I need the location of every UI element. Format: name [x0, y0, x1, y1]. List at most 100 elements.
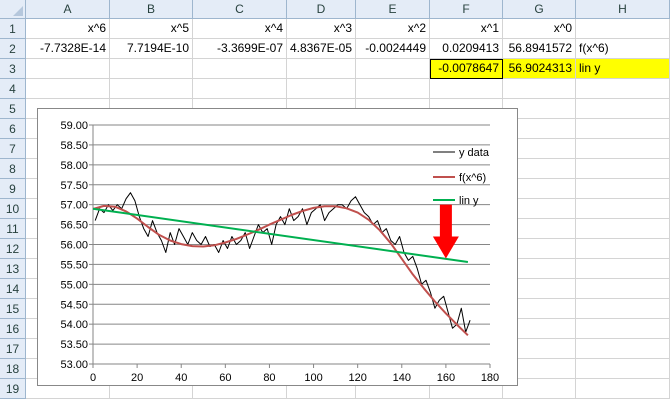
cell-g19[interactable] — [503, 379, 576, 399]
cell-a1[interactable]: x^6 — [26, 19, 110, 39]
row-header-8[interactable]: 8 — [0, 159, 26, 179]
column-header-a[interactable]: A — [26, 0, 110, 19]
cell-h6[interactable] — [576, 119, 670, 139]
cell-g14[interactable] — [503, 279, 576, 299]
cell-e1[interactable]: x^2 — [356, 19, 430, 39]
cell-b19[interactable] — [110, 379, 193, 399]
cell-b3[interactable] — [110, 59, 193, 79]
cell-h9[interactable] — [576, 179, 670, 199]
cell-g9[interactable] — [503, 179, 576, 199]
row-header-2[interactable]: 2 — [0, 39, 26, 59]
cell-g7[interactable] — [503, 139, 576, 159]
column-header-e[interactable]: E — [356, 0, 430, 19]
cell-g4[interactable] — [503, 79, 576, 99]
cell-h15[interactable] — [576, 299, 670, 319]
cell-a2[interactable]: -7.7328E-14 — [26, 39, 110, 59]
row-header-15[interactable]: 15 — [0, 299, 26, 319]
cell-d4[interactable] — [287, 79, 356, 99]
cell-d1[interactable]: x^3 — [287, 19, 356, 39]
cell-g12[interactable] — [503, 239, 576, 259]
cell-g18[interactable] — [503, 359, 576, 379]
cell-h17[interactable] — [576, 339, 670, 359]
row-header-16[interactable]: 16 — [0, 319, 26, 339]
row-header-18[interactable]: 18 — [0, 359, 26, 379]
cell-h11[interactable] — [576, 219, 670, 239]
row-header-4[interactable]: 4 — [0, 79, 26, 99]
cell-c1[interactable]: x^4 — [193, 19, 287, 39]
row-header-17[interactable]: 17 — [0, 339, 26, 359]
cell-d19[interactable] — [287, 379, 356, 399]
cell-f3[interactable]: -0.0078647 — [430, 59, 503, 79]
cell-d3[interactable] — [287, 59, 356, 79]
cell-f4[interactable] — [430, 79, 503, 99]
row-header-11[interactable]: 11 — [0, 219, 26, 239]
cell-c4[interactable] — [193, 79, 287, 99]
cell-h3[interactable]: lin y — [576, 59, 670, 79]
cell-e19[interactable] — [356, 379, 430, 399]
cell-h7[interactable] — [576, 139, 670, 159]
chart-area[interactable]: 53.00 53.50 54.00 54.50 55.00 55.50 56.00 56.50… — [37, 108, 518, 386]
cell-f2[interactable]: 0.0209413 — [430, 39, 503, 59]
cell-h16[interactable] — [576, 319, 670, 339]
cell-b2[interactable]: 7.7194E-10 — [110, 39, 193, 59]
row-header-9[interactable]: 9 — [0, 179, 26, 199]
cell-g6[interactable] — [503, 119, 576, 139]
cell-a4[interactable] — [26, 79, 110, 99]
select-all-corner[interactable] — [0, 0, 26, 19]
cell-f19[interactable] — [430, 379, 503, 399]
cell-h13[interactable] — [576, 259, 670, 279]
cell-d2[interactable]: 4.8367E-05 — [287, 39, 356, 59]
row-header-6[interactable]: 6 — [0, 119, 26, 139]
cell-e3[interactable] — [356, 59, 430, 79]
column-header-f[interactable]: F — [430, 0, 503, 19]
cell-g16[interactable] — [503, 319, 576, 339]
cell-h8[interactable] — [576, 159, 670, 179]
cell-b4[interactable] — [110, 79, 193, 99]
cell-h14[interactable] — [576, 279, 670, 299]
cell-g5[interactable] — [503, 99, 576, 119]
cell-c19[interactable] — [193, 379, 287, 399]
column-header-d[interactable]: D — [287, 0, 356, 19]
cell-g8[interactable] — [503, 159, 576, 179]
row-header-14[interactable]: 14 — [0, 279, 26, 299]
cell-h18[interactable] — [576, 359, 670, 379]
cell-g13[interactable] — [503, 259, 576, 279]
cell-c3[interactable] — [193, 59, 287, 79]
cell-f1[interactable]: x^1 — [430, 19, 503, 39]
cell-g3[interactable]: 56.9024313 — [503, 59, 576, 79]
cell-g1[interactable]: x^0 — [503, 19, 576, 39]
cell-g10[interactable] — [503, 199, 576, 219]
x-tick-label: 180 — [481, 372, 499, 384]
cell-h4[interactable] — [576, 79, 670, 99]
cell-h19[interactable] — [576, 379, 670, 399]
cell-g11[interactable] — [503, 219, 576, 239]
cell-g2[interactable]: 56.8941572 — [503, 39, 576, 59]
column-header-b[interactable]: B — [110, 0, 193, 19]
row-header-1[interactable]: 1 — [0, 19, 26, 39]
row-header-13[interactable]: 13 — [0, 259, 26, 279]
cell-e2[interactable]: -0.0024449 — [356, 39, 430, 59]
cell-a3[interactable] — [26, 59, 110, 79]
cell-h10[interactable] — [576, 199, 670, 219]
cell-b1[interactable]: x^5 — [110, 19, 193, 39]
cell-g15[interactable] — [503, 299, 576, 319]
cell-h5[interactable] — [576, 99, 670, 119]
row-header-12[interactable]: 12 — [0, 239, 26, 259]
cell-e4[interactable] — [356, 79, 430, 99]
row-header-10[interactable]: 10 — [0, 199, 26, 219]
column-header-h[interactable]: H — [576, 0, 670, 19]
column-header-g[interactable]: G — [503, 0, 576, 19]
row-header-19[interactable]: 19 — [0, 379, 26, 399]
row-header-7[interactable]: 7 — [0, 139, 26, 159]
cell-a19[interactable] — [26, 379, 110, 399]
cell-g17[interactable] — [503, 339, 576, 359]
row-header-5[interactable]: 5 — [0, 99, 26, 119]
corner-triangle-icon — [13, 6, 23, 16]
cell-h12[interactable] — [576, 239, 670, 259]
cell-c2[interactable]: -3.3699E-07 — [193, 39, 287, 59]
cell-h2[interactable]: f(x^6) — [576, 39, 670, 59]
cell-h1[interactable] — [576, 19, 670, 39]
column-header-c[interactable]: C — [193, 0, 287, 19]
series-line-1 — [92, 204, 469, 337]
row-header-3[interactable]: 3 — [0, 59, 26, 79]
